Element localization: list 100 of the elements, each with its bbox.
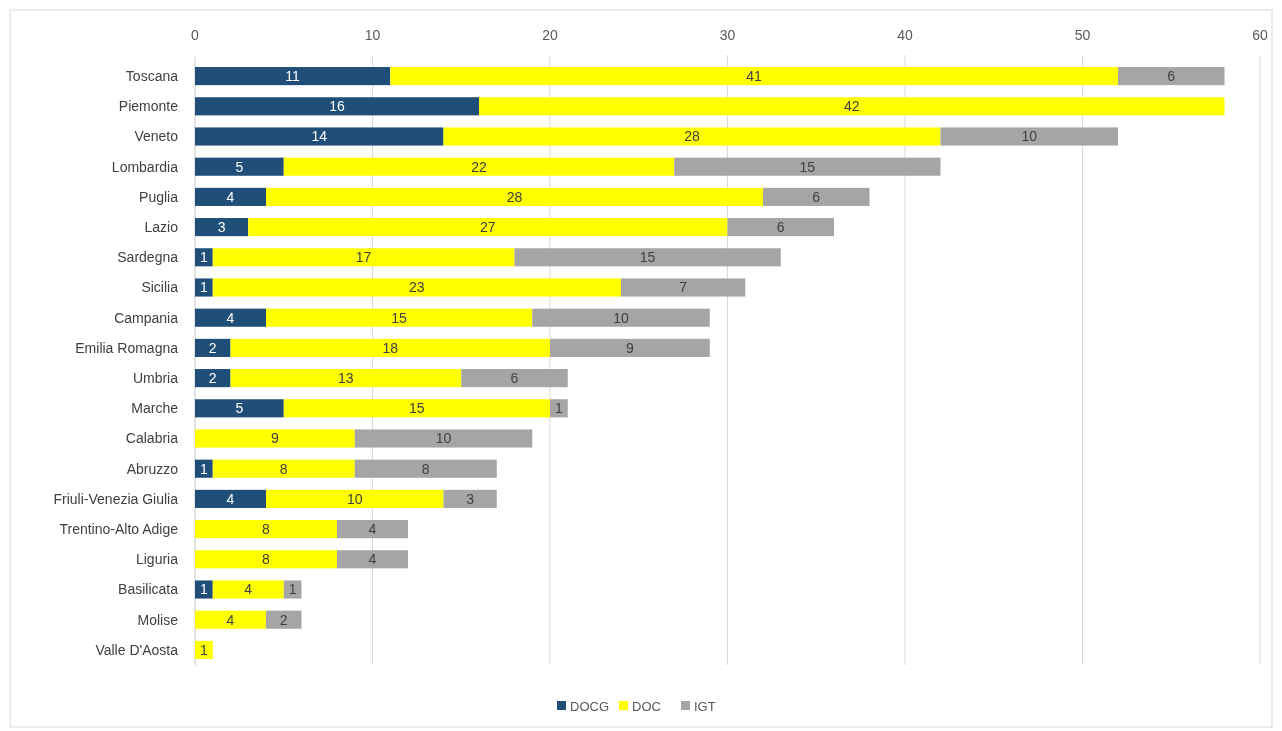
data-label: 1 bbox=[199, 279, 208, 296]
data-label: 7 bbox=[679, 279, 688, 296]
x-tick-label: 60 bbox=[1252, 27, 1268, 43]
data-label: 10 bbox=[613, 309, 629, 326]
y-tick-label: Veneto bbox=[134, 128, 179, 145]
bar bbox=[195, 520, 337, 539]
data-label: 11 bbox=[285, 68, 301, 84]
data-label: 1 bbox=[199, 249, 208, 266]
bar bbox=[212, 580, 284, 599]
data-label: 41 bbox=[746, 68, 763, 84]
y-tick-label: Trentino-Alto Adige bbox=[59, 521, 179, 537]
data-label: 6 bbox=[776, 219, 785, 235]
x-tick-label: 10 bbox=[364, 27, 381, 43]
bar bbox=[1118, 67, 1225, 86]
data-label: 18 bbox=[382, 339, 399, 356]
data-label: 15 bbox=[639, 249, 656, 266]
y-tick-label: Basilicata bbox=[118, 581, 179, 598]
y-tick-label: Sicilia bbox=[141, 279, 179, 296]
bar bbox=[230, 338, 550, 357]
y-tick-label: Campania bbox=[114, 309, 179, 326]
bar bbox=[354, 429, 533, 448]
data-label: 6 bbox=[510, 370, 519, 386]
bar bbox=[195, 187, 266, 206]
data-label: 6 bbox=[1167, 68, 1176, 84]
bar bbox=[514, 248, 781, 267]
bar bbox=[354, 459, 497, 478]
bar bbox=[195, 278, 213, 297]
bar bbox=[212, 459, 355, 478]
bar bbox=[195, 610, 266, 629]
bar bbox=[390, 67, 1118, 86]
data-label: 8 bbox=[262, 551, 271, 568]
data-label: 4 bbox=[368, 551, 377, 568]
y-tick-label: Marche bbox=[131, 400, 179, 417]
data-label: 1 bbox=[199, 641, 208, 658]
data-label: 3 bbox=[466, 490, 475, 507]
x-tick-label: 50 bbox=[1074, 27, 1091, 43]
data-label: 4 bbox=[226, 490, 235, 507]
bar bbox=[195, 67, 391, 86]
data-label: 23 bbox=[409, 279, 425, 296]
data-label: 27 bbox=[480, 219, 496, 235]
x-tick-label: 0 bbox=[191, 27, 200, 43]
x-tick-label: 30 bbox=[719, 27, 736, 43]
bar bbox=[248, 218, 728, 237]
bar bbox=[212, 248, 515, 267]
data-label: 8 bbox=[262, 521, 271, 537]
bar bbox=[727, 218, 834, 237]
bar bbox=[266, 610, 302, 629]
data-label: 8 bbox=[421, 460, 430, 477]
data-label: 8 bbox=[279, 460, 288, 477]
y-tick-label: Lazio bbox=[144, 219, 179, 235]
bar bbox=[283, 580, 302, 599]
bar bbox=[195, 489, 266, 508]
data-label: 4 bbox=[226, 188, 235, 205]
y-tick-label: Piemonte bbox=[118, 98, 179, 115]
y-tick-label: Emilia Romagna bbox=[75, 339, 179, 356]
bar bbox=[621, 278, 746, 297]
data-label: 5 bbox=[235, 400, 244, 417]
data-label: 3 bbox=[217, 219, 226, 235]
data-label: 22 bbox=[471, 158, 487, 175]
bar bbox=[283, 399, 550, 418]
y-tick-label: Sardegna bbox=[117, 249, 179, 266]
data-label: 2 bbox=[208, 370, 217, 386]
data-label: 28 bbox=[506, 188, 523, 205]
bar bbox=[195, 157, 284, 176]
x-tick-label: 20 bbox=[542, 27, 558, 43]
data-label: 17 bbox=[355, 249, 372, 266]
bar bbox=[195, 218, 249, 237]
bar bbox=[443, 489, 497, 508]
data-label: 4 bbox=[368, 521, 377, 537]
bar bbox=[212, 278, 621, 297]
y-tick-label: Toscana bbox=[125, 68, 179, 84]
bar bbox=[195, 640, 213, 659]
data-label: 6 bbox=[812, 188, 821, 205]
bar bbox=[940, 127, 1118, 146]
data-label: 4 bbox=[244, 581, 253, 598]
data-label: 10 bbox=[435, 430, 452, 447]
data-label: 2 bbox=[208, 339, 217, 356]
data-label: 4 bbox=[226, 611, 235, 628]
bar bbox=[195, 127, 444, 146]
data-label: 9 bbox=[270, 430, 279, 447]
bar bbox=[266, 489, 444, 508]
y-tick-label: Lombardia bbox=[111, 158, 179, 175]
bar bbox=[337, 520, 408, 539]
bar bbox=[195, 459, 213, 478]
bar bbox=[532, 308, 710, 327]
data-label: 10 bbox=[346, 490, 363, 507]
bar bbox=[266, 308, 533, 327]
bar bbox=[674, 157, 941, 176]
y-tick-label: Umbria bbox=[132, 370, 179, 386]
y-tick-label: Puglia bbox=[139, 188, 179, 205]
bar bbox=[443, 127, 941, 146]
data-label: 15 bbox=[391, 309, 408, 326]
data-label: 4 bbox=[226, 309, 235, 326]
bar bbox=[195, 338, 231, 357]
data-label: 16 bbox=[329, 98, 345, 115]
bar bbox=[763, 187, 870, 206]
legend-label: DOC bbox=[632, 698, 661, 714]
bar bbox=[195, 248, 213, 267]
bar bbox=[195, 550, 337, 569]
data-label: 1 bbox=[199, 460, 208, 477]
